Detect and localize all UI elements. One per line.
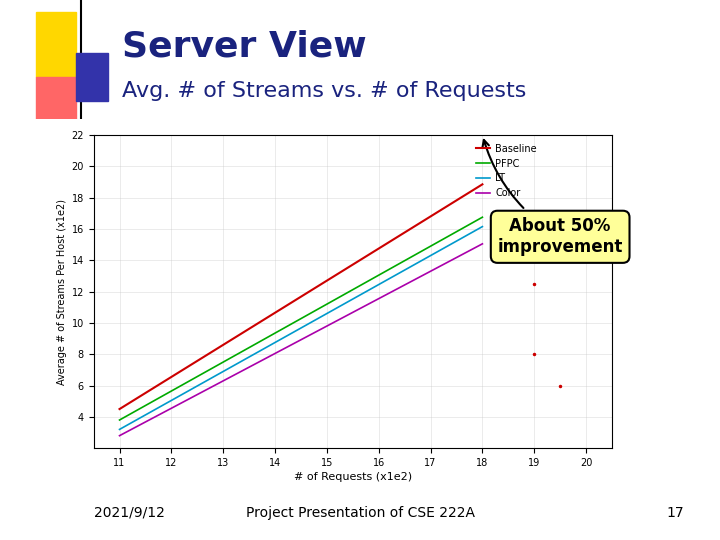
- Text: 2021/9/12: 2021/9/12: [94, 506, 164, 520]
- Color: [460, 250, 469, 256]
- PFPC: [212, 363, 220, 369]
- Line: PFPC: PFPC: [120, 217, 482, 420]
- Color: [212, 381, 220, 388]
- PFPC: [115, 417, 124, 423]
- Text: 17: 17: [667, 506, 684, 520]
- Color: [478, 241, 487, 247]
- Color: [130, 425, 138, 431]
- Bar: [36, 77, 76, 119]
- Bar: [36, 12, 76, 77]
- LT: [137, 414, 145, 421]
- Legend: Baseline, PFPC, LT, Color: Baseline, PFPC, LT, Color: [472, 140, 541, 202]
- LT: [183, 388, 192, 395]
- Baseline: [460, 192, 469, 199]
- LT: [212, 372, 220, 379]
- Color: [137, 421, 145, 427]
- PFPC: [130, 409, 138, 415]
- Bar: [76, 53, 108, 101]
- Text: Server View: Server View: [122, 30, 367, 64]
- LT: [115, 426, 124, 433]
- PFPC: [478, 214, 487, 220]
- Text: Avg. # of Streams vs. # of Requests: Avg. # of Streams vs. # of Requests: [122, 81, 527, 101]
- LT: [130, 418, 138, 424]
- Text: Project Presentation of CSE 222A: Project Presentation of CSE 222A: [246, 506, 474, 520]
- Baseline: [212, 346, 220, 353]
- Color: [183, 397, 192, 403]
- Color: [447, 257, 456, 264]
- Line: LT: LT: [120, 227, 482, 429]
- Baseline: [447, 200, 456, 207]
- Baseline: [137, 392, 145, 399]
- Line: Baseline: Baseline: [120, 184, 482, 409]
- Color: [115, 433, 124, 439]
- PFPC: [137, 404, 145, 411]
- Baseline: [130, 397, 138, 403]
- LT: [447, 241, 456, 247]
- PFPC: [460, 224, 469, 231]
- Text: About 50%
improvement: About 50% improvement: [482, 140, 623, 256]
- LT: [460, 234, 469, 240]
- X-axis label: # of Requests (x1e2): # of Requests (x1e2): [294, 472, 412, 482]
- Y-axis label: Average # of Streams Per Host (x1e2): Average # of Streams Per Host (x1e2): [57, 199, 67, 384]
- Line: Color: Color: [120, 244, 482, 436]
- Baseline: [478, 181, 487, 187]
- Baseline: [183, 364, 192, 370]
- PFPC: [183, 379, 192, 386]
- Baseline: [115, 406, 124, 413]
- PFPC: [447, 231, 456, 238]
- LT: [478, 224, 487, 230]
